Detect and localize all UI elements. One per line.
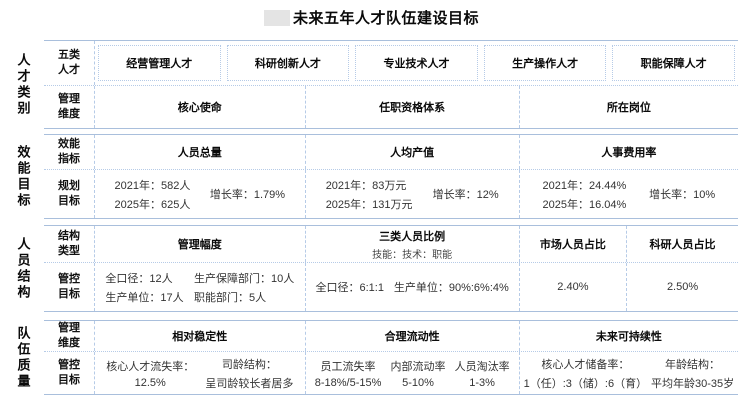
page-title: 未来五年人才队伍建设目标 bbox=[0, 7, 743, 28]
row-header-control-target: 管控 目标 bbox=[44, 263, 95, 311]
cell-stability-targets: 核心人才流失率： 12.5% 司龄结构： 呈司龄较长者居多 bbox=[95, 352, 305, 394]
cell-position: 所在岗位 bbox=[518, 86, 738, 128]
output-2025: 2025年：131万元 bbox=[325, 198, 413, 211]
talent-box-research: 科研创新人才 bbox=[226, 45, 350, 81]
row-header-mgmt-dimension: 管理 维度 bbox=[44, 86, 95, 128]
redaction-box bbox=[263, 9, 290, 26]
age-structure-label: 年龄结构： bbox=[665, 358, 721, 371]
core-attrition-label: 核心人才流失率： bbox=[106, 360, 195, 373]
row-header-efficiency-indicator: 效能 指标 bbox=[44, 135, 95, 169]
row-header-mgmt-dimension-2: 管理 维度 bbox=[44, 321, 95, 351]
span-function-dept: 职能部门：5人 bbox=[193, 291, 267, 304]
span-all: 全口径：12人 bbox=[105, 272, 173, 285]
cell-output-per-capita: 人均产值 bbox=[304, 135, 519, 169]
hr-cost-2021: 2021年：24.44% bbox=[542, 179, 627, 192]
internal-mobility-label: 内部流动率 bbox=[390, 360, 446, 373]
section-personnel-structure: 人员结构 结构 类型 管理幅度 三类人员比例 技能：技术：职能 bbox=[2, 225, 738, 312]
headcount-2025: 2025年：625人 bbox=[114, 198, 191, 211]
cell-qualification-system: 任职资格体系 bbox=[304, 86, 519, 128]
cell-market-share-value: 2.40% bbox=[518, 263, 626, 311]
internal-mobility-value: 5-10% bbox=[402, 376, 434, 389]
section-efficiency-goals: 效能目标 效能 指标 人员总量 人均产值 人事费用率 规划 目标 bbox=[2, 134, 738, 219]
rail-label: 效能目标 bbox=[15, 144, 31, 209]
elimination-rate-label: 人员淘汰率 bbox=[454, 360, 510, 373]
cell-reasonable-mobility: 合理流动性 bbox=[304, 321, 519, 351]
cell-relative-stability: 相对稳定性 bbox=[172, 331, 228, 343]
section-team-quality: 队伍质量 管理 维度 相对稳定性 合理流动性 未来可持续性 管控 目标 bbox=[2, 320, 738, 395]
core-attrition-value: 12.5% bbox=[134, 376, 166, 389]
rail-personnel-structure: 人员结构 bbox=[2, 225, 44, 312]
cell-span-target: 全口径：12人 生产单位：17人 生产保障部门：10人 职能部门：5人 bbox=[95, 263, 305, 311]
cell-total-headcount: 人员总量 bbox=[177, 147, 222, 159]
elimination-rate-value: 1-3% bbox=[469, 376, 495, 389]
cell-ratio-target: 全口径：6:1:1 生产单位：90%:6%:4% bbox=[304, 263, 519, 311]
span-support-dept: 生产保障部门：10人 bbox=[193, 272, 295, 285]
age-structure-value: 平均年龄30-35岁 bbox=[650, 377, 735, 390]
cell-mobility-targets: 员工流失率 8-18%/5-15% 内部流动率 5-10% 人员淘汰率 1-3% bbox=[304, 352, 519, 394]
employee-turnover-label: 员工流失率 bbox=[320, 360, 376, 373]
talent-box-support: 职能保障人才 bbox=[612, 45, 735, 81]
cell-market-staff-share: 市场人员占比 bbox=[518, 226, 626, 262]
cell-hr-cost-rate: 人事费用率 bbox=[518, 135, 738, 169]
cell-sustainability-targets: 核心人才储备率： 1（任）:3（储）:6（育） 年龄结构： 平均年龄30-35岁 bbox=[518, 352, 738, 394]
output-growth: 增长率：12% bbox=[432, 189, 499, 201]
cell-span-of-control: 管理幅度 bbox=[177, 239, 222, 251]
reserve-ratio-label: 核心人才储备率： bbox=[541, 358, 630, 371]
talent-box-management: 经营管理人才 bbox=[98, 45, 221, 81]
reserve-ratio-value: 1（任）:3（储）:6（育） bbox=[523, 377, 648, 390]
talent-box-operations: 生产操作人才 bbox=[483, 45, 607, 81]
tenure-structure-label: 司龄结构： bbox=[221, 358, 277, 371]
cell-three-category-ratio: 三类人员比例 技能：技术：职能 bbox=[304, 226, 519, 262]
headcount-2021: 2021年：582人 bbox=[114, 179, 191, 192]
row-header-talent-types: 五类 人才 bbox=[44, 41, 95, 85]
rail-team-quality: 队伍质量 bbox=[2, 320, 44, 395]
cell-output-target: 2021年：83万元 2025年：131万元 增长率：12% bbox=[304, 170, 519, 218]
row-header-structure-type: 结构 类型 bbox=[44, 226, 95, 262]
cell-research-share-value: 2.50% bbox=[626, 263, 738, 311]
ratio-production: 生产单位：90%:6%:4% bbox=[393, 282, 509, 294]
rail-talent-category: 人才类别 bbox=[2, 40, 44, 129]
rail-label: 人才类别 bbox=[15, 52, 31, 117]
employee-turnover-value: 8-18%/5-15% bbox=[314, 376, 382, 389]
hr-cost-growth: 增长率：10% bbox=[649, 189, 716, 201]
ratio-all: 全口径：6:1:1 bbox=[315, 282, 384, 294]
cell-research-staff-share: 科研人员占比 bbox=[626, 226, 738, 262]
row-header-control-target-2: 管控 目标 bbox=[44, 352, 95, 394]
headcount-growth: 增长率：1.79% bbox=[209, 189, 286, 201]
cell-headcount-target: 2021年：582人 2025年：625人 增长率：1.79% bbox=[95, 170, 305, 218]
tenure-structure-value: 呈司龄较长者居多 bbox=[205, 377, 294, 390]
title-text: 未来五年人才队伍建设目标 bbox=[292, 10, 479, 27]
rail-label: 队伍质量 bbox=[15, 325, 31, 390]
cell-future-sustainability: 未来可持续性 bbox=[518, 321, 738, 351]
row-header-planning-target: 规划 目标 bbox=[44, 170, 95, 218]
rail-efficiency-goals: 效能目标 bbox=[2, 134, 44, 219]
cell-hr-cost-target: 2021年：24.44% 2025年：16.04% 增长率：10% bbox=[518, 170, 738, 218]
cell-core-mission: 核心使命 bbox=[177, 102, 222, 114]
span-production-unit: 生产单位：17人 bbox=[105, 291, 184, 304]
section-talent-category: 人才类别 五类 人才 经营管理人才 科研创新人才 专业技术人才 生产操作人才 职… bbox=[2, 40, 738, 129]
rail-label: 人员结构 bbox=[15, 236, 31, 301]
talent-box-technical: 专业技术人才 bbox=[355, 45, 478, 81]
hr-cost-2025: 2025年：16.04% bbox=[542, 198, 627, 211]
goals-table: 人才类别 五类 人才 经营管理人才 科研创新人才 专业技术人才 生产操作人才 职… bbox=[2, 40, 738, 395]
output-2021: 2021年：83万元 bbox=[325, 179, 407, 192]
